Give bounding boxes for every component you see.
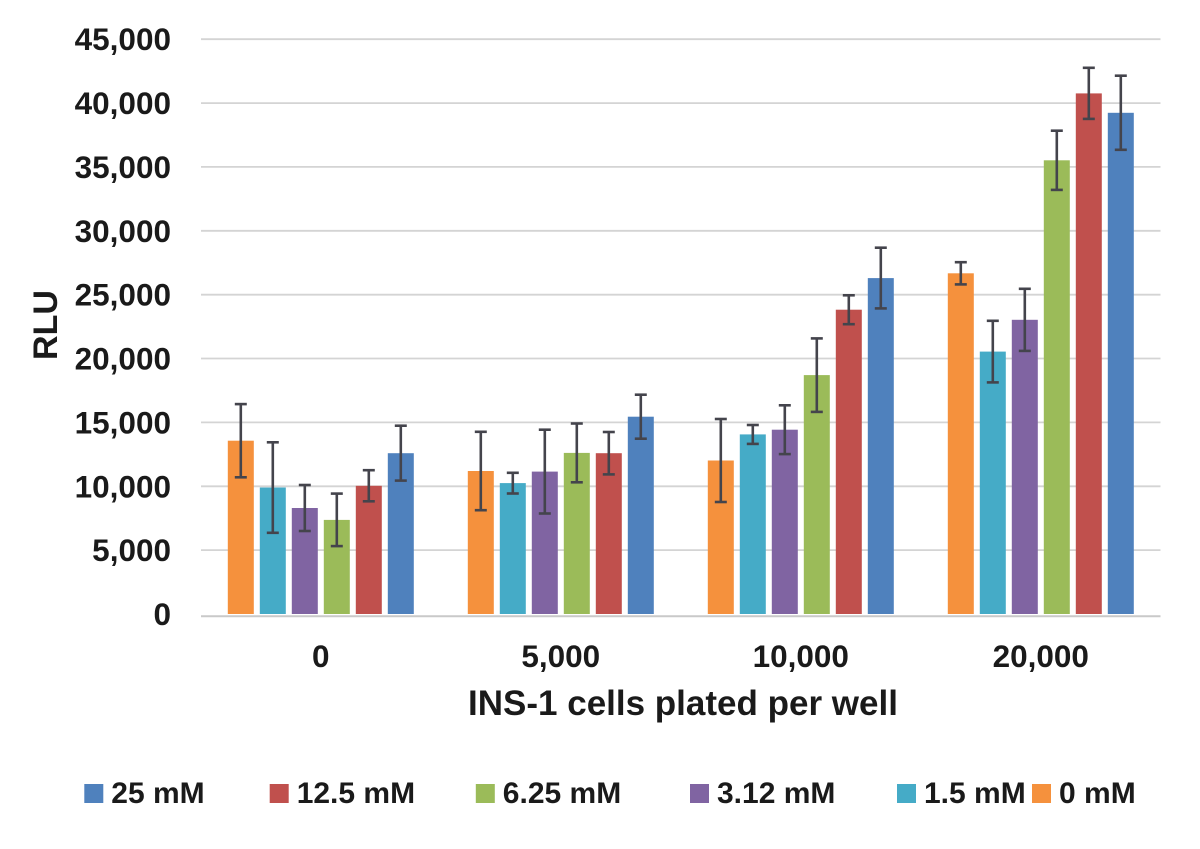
svg-text:0: 0 — [312, 638, 330, 674]
svg-text:5,000: 5,000 — [521, 638, 600, 674]
svg-text:25 mM: 25 mM — [111, 777, 204, 810]
svg-text:1.5 mM: 1.5 mM — [924, 777, 1026, 810]
svg-text:RLU: RLU — [27, 290, 65, 360]
svg-text:15,000: 15,000 — [75, 404, 171, 440]
svg-text:20,000: 20,000 — [75, 341, 171, 377]
svg-text:6.25 mM: 6.25 mM — [503, 777, 621, 810]
svg-text:12.5 mM: 12.5 mM — [297, 777, 415, 810]
svg-text:10,000: 10,000 — [753, 638, 849, 674]
svg-text:0 mM: 0 mM — [1059, 777, 1136, 810]
svg-text:40,000: 40,000 — [75, 85, 171, 121]
svg-text:30,000: 30,000 — [75, 213, 171, 249]
svg-text:25,000: 25,000 — [75, 277, 171, 313]
svg-text:35,000: 35,000 — [75, 149, 171, 185]
svg-text:5,000: 5,000 — [92, 532, 171, 568]
svg-text:0: 0 — [153, 596, 171, 632]
svg-text:20,000: 20,000 — [993, 638, 1089, 674]
svg-text:10,000: 10,000 — [75, 468, 171, 504]
svg-text:45,000: 45,000 — [75, 21, 171, 57]
svg-text:INS-1 cells plated per well: INS-1 cells plated per well — [468, 684, 898, 723]
svg-text:3.12 mM: 3.12 mM — [717, 777, 835, 810]
